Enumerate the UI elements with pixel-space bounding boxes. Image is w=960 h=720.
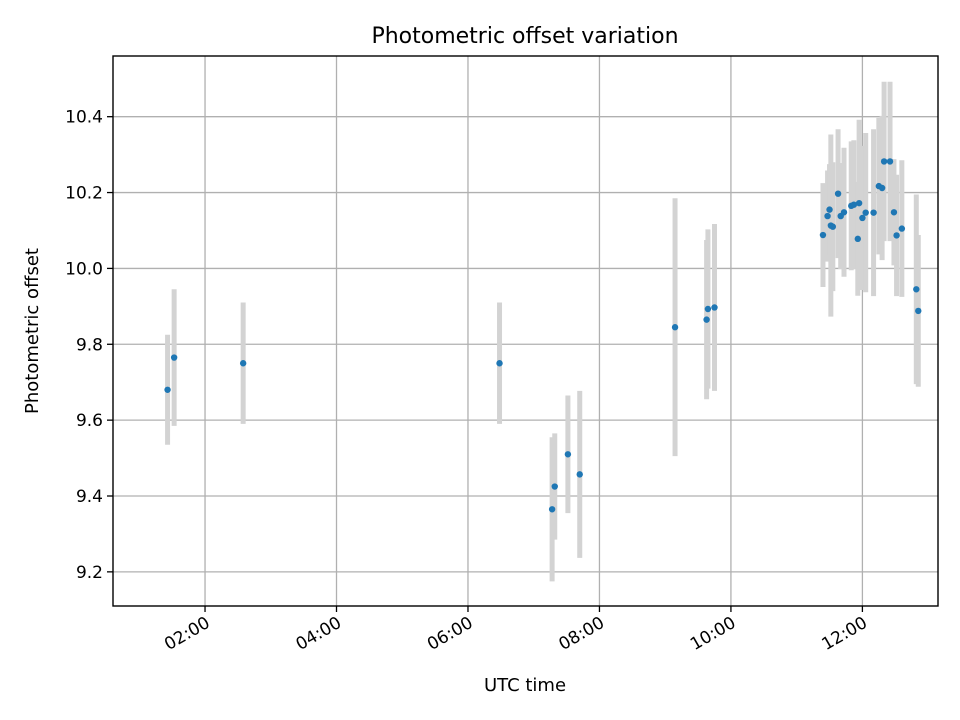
x-tick-label: 10:00: [687, 613, 739, 655]
data-point: [855, 199, 863, 207]
data-point: [496, 360, 503, 367]
y-tick-label: 9.4: [76, 487, 103, 507]
data-point: [913, 286, 920, 293]
data-point: [551, 483, 558, 490]
x-axis-label: UTC time: [484, 675, 566, 696]
grid: [113, 56, 938, 606]
data-point: [671, 324, 679, 331]
y-tick-label: 10.4: [65, 108, 103, 128]
data-point: [862, 209, 869, 216]
data-points: [164, 158, 922, 513]
data-point: [564, 451, 572, 458]
y-tick-label: 10.0: [65, 259, 103, 279]
y-tick-label: 10.2: [65, 184, 103, 204]
data-point: [548, 506, 556, 513]
x-tick-label: 04:00: [293, 613, 345, 655]
data-point: [826, 206, 833, 213]
plot-frame: [112, 55, 939, 607]
data-point: [824, 212, 831, 220]
data-point: [915, 307, 922, 315]
x-tick-label: 06:00: [424, 613, 476, 655]
data-point: [239, 360, 247, 367]
x-tick-label: 02:00: [161, 613, 213, 655]
data-point: [576, 471, 583, 478]
data-point: [854, 235, 862, 243]
data-point: [711, 304, 718, 311]
chart-title: Photometric offset variation: [371, 24, 678, 49]
y-axis-label: Photometric offset: [22, 248, 43, 414]
y-tick-label: 9.6: [76, 411, 103, 431]
data-point: [819, 231, 827, 239]
data-point: [170, 354, 178, 361]
data-point: [878, 184, 886, 192]
data-point: [164, 386, 171, 393]
data-point: [704, 305, 712, 313]
data-point: [893, 232, 900, 239]
data-point: [870, 209, 877, 216]
x-tick-label: 12:00: [818, 613, 870, 655]
data-point: [850, 201, 858, 208]
x-tick-label: 08:00: [556, 613, 608, 655]
y-tick-label: 9.2: [76, 563, 103, 583]
data-point: [898, 225, 906, 232]
data-point: [859, 214, 866, 222]
data-point: [829, 223, 837, 230]
error-bars: [165, 81, 921, 582]
data-point: [880, 158, 888, 165]
data-point: [886, 158, 894, 165]
data-point: [703, 316, 710, 323]
data-point: [834, 190, 842, 197]
data-point: [890, 209, 898, 216]
data-point: [840, 209, 848, 216]
y-tick-label: 9.8: [76, 335, 103, 355]
